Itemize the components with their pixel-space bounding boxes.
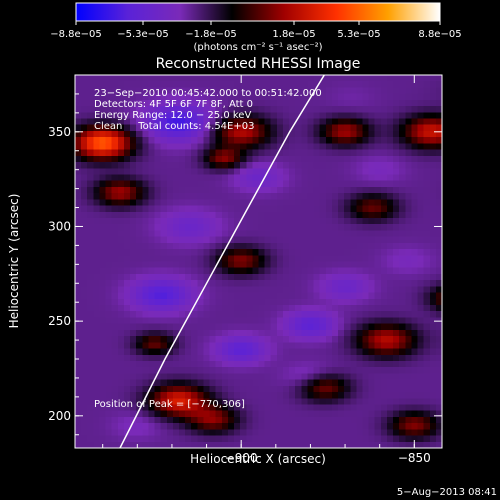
y-tick-label: 250	[48, 314, 71, 328]
peak-position-label: Position of Peak = [−770,306]	[94, 399, 245, 410]
solar-limb-curve	[119, 75, 325, 448]
x-tick-label: −850	[398, 451, 431, 465]
plot-area	[75, 75, 442, 448]
y-axis: 200 250 300 350	[48, 93, 442, 436]
colorbar-tick-label: 8.8e−05	[418, 29, 461, 40]
y-axis-label: Heliocentric Y (arcsec)	[7, 194, 21, 329]
y-tick-label: 200	[48, 409, 71, 423]
colorbar: −8.8e−05 −5.3e−05 −1.8e−05 1.8e−05 5.3e−05 8.…	[50, 2, 462, 53]
colorbar-tick-label: −8.8e−05	[50, 29, 102, 40]
colorbar-tick-label: 5.3e−05	[337, 29, 380, 40]
colorbar-strip	[75, 2, 441, 22]
y-tick-label: 300	[48, 219, 71, 233]
chart-title: Reconstructed RHESSI Image	[156, 56, 361, 72]
footer-timestamp: 5−Aug−2013 08:41	[397, 487, 497, 498]
x-axis: −900−850−800	[102, 75, 431, 465]
y-tick-label: 350	[48, 125, 71, 139]
colorbar-tick-label: 1.8e−05	[272, 29, 315, 40]
x-tick-label: −900	[225, 451, 258, 465]
annotation-detectors: Detectors: 4F 5F 6F 7F 8F, Att 0	[94, 99, 253, 110]
x-axis-label: Heliocentric X (arcsec)	[190, 452, 326, 466]
annotation-block: 23−Sep−2010 00:45:42.000 to 00:51:42.000…	[94, 88, 322, 132]
plot-frame	[74, 74, 443, 449]
annotation-time-range: 23−Sep−2010 00:45:42.000 to 00:51:42.000	[94, 88, 322, 99]
annotation-clean-counts: Clean Total counts: 4.54E+03	[94, 121, 254, 132]
annotation-energy-range: Energy Range: 12.0 − 25.0 keV	[94, 110, 251, 121]
colorbar-ticks: −8.8e−05 −5.3e−05 −1.8e−05 1.8e−05 5.3e−05 8.…	[50, 21, 462, 40]
colorbar-tick-label: −5.3e−05	[117, 29, 169, 40]
colorbar-unit: (photons cm⁻² s⁻¹ asec⁻²)	[193, 42, 322, 53]
heatmap-image	[75, 75, 442, 448]
colorbar-tick-label: −1.8e−05	[185, 29, 237, 40]
